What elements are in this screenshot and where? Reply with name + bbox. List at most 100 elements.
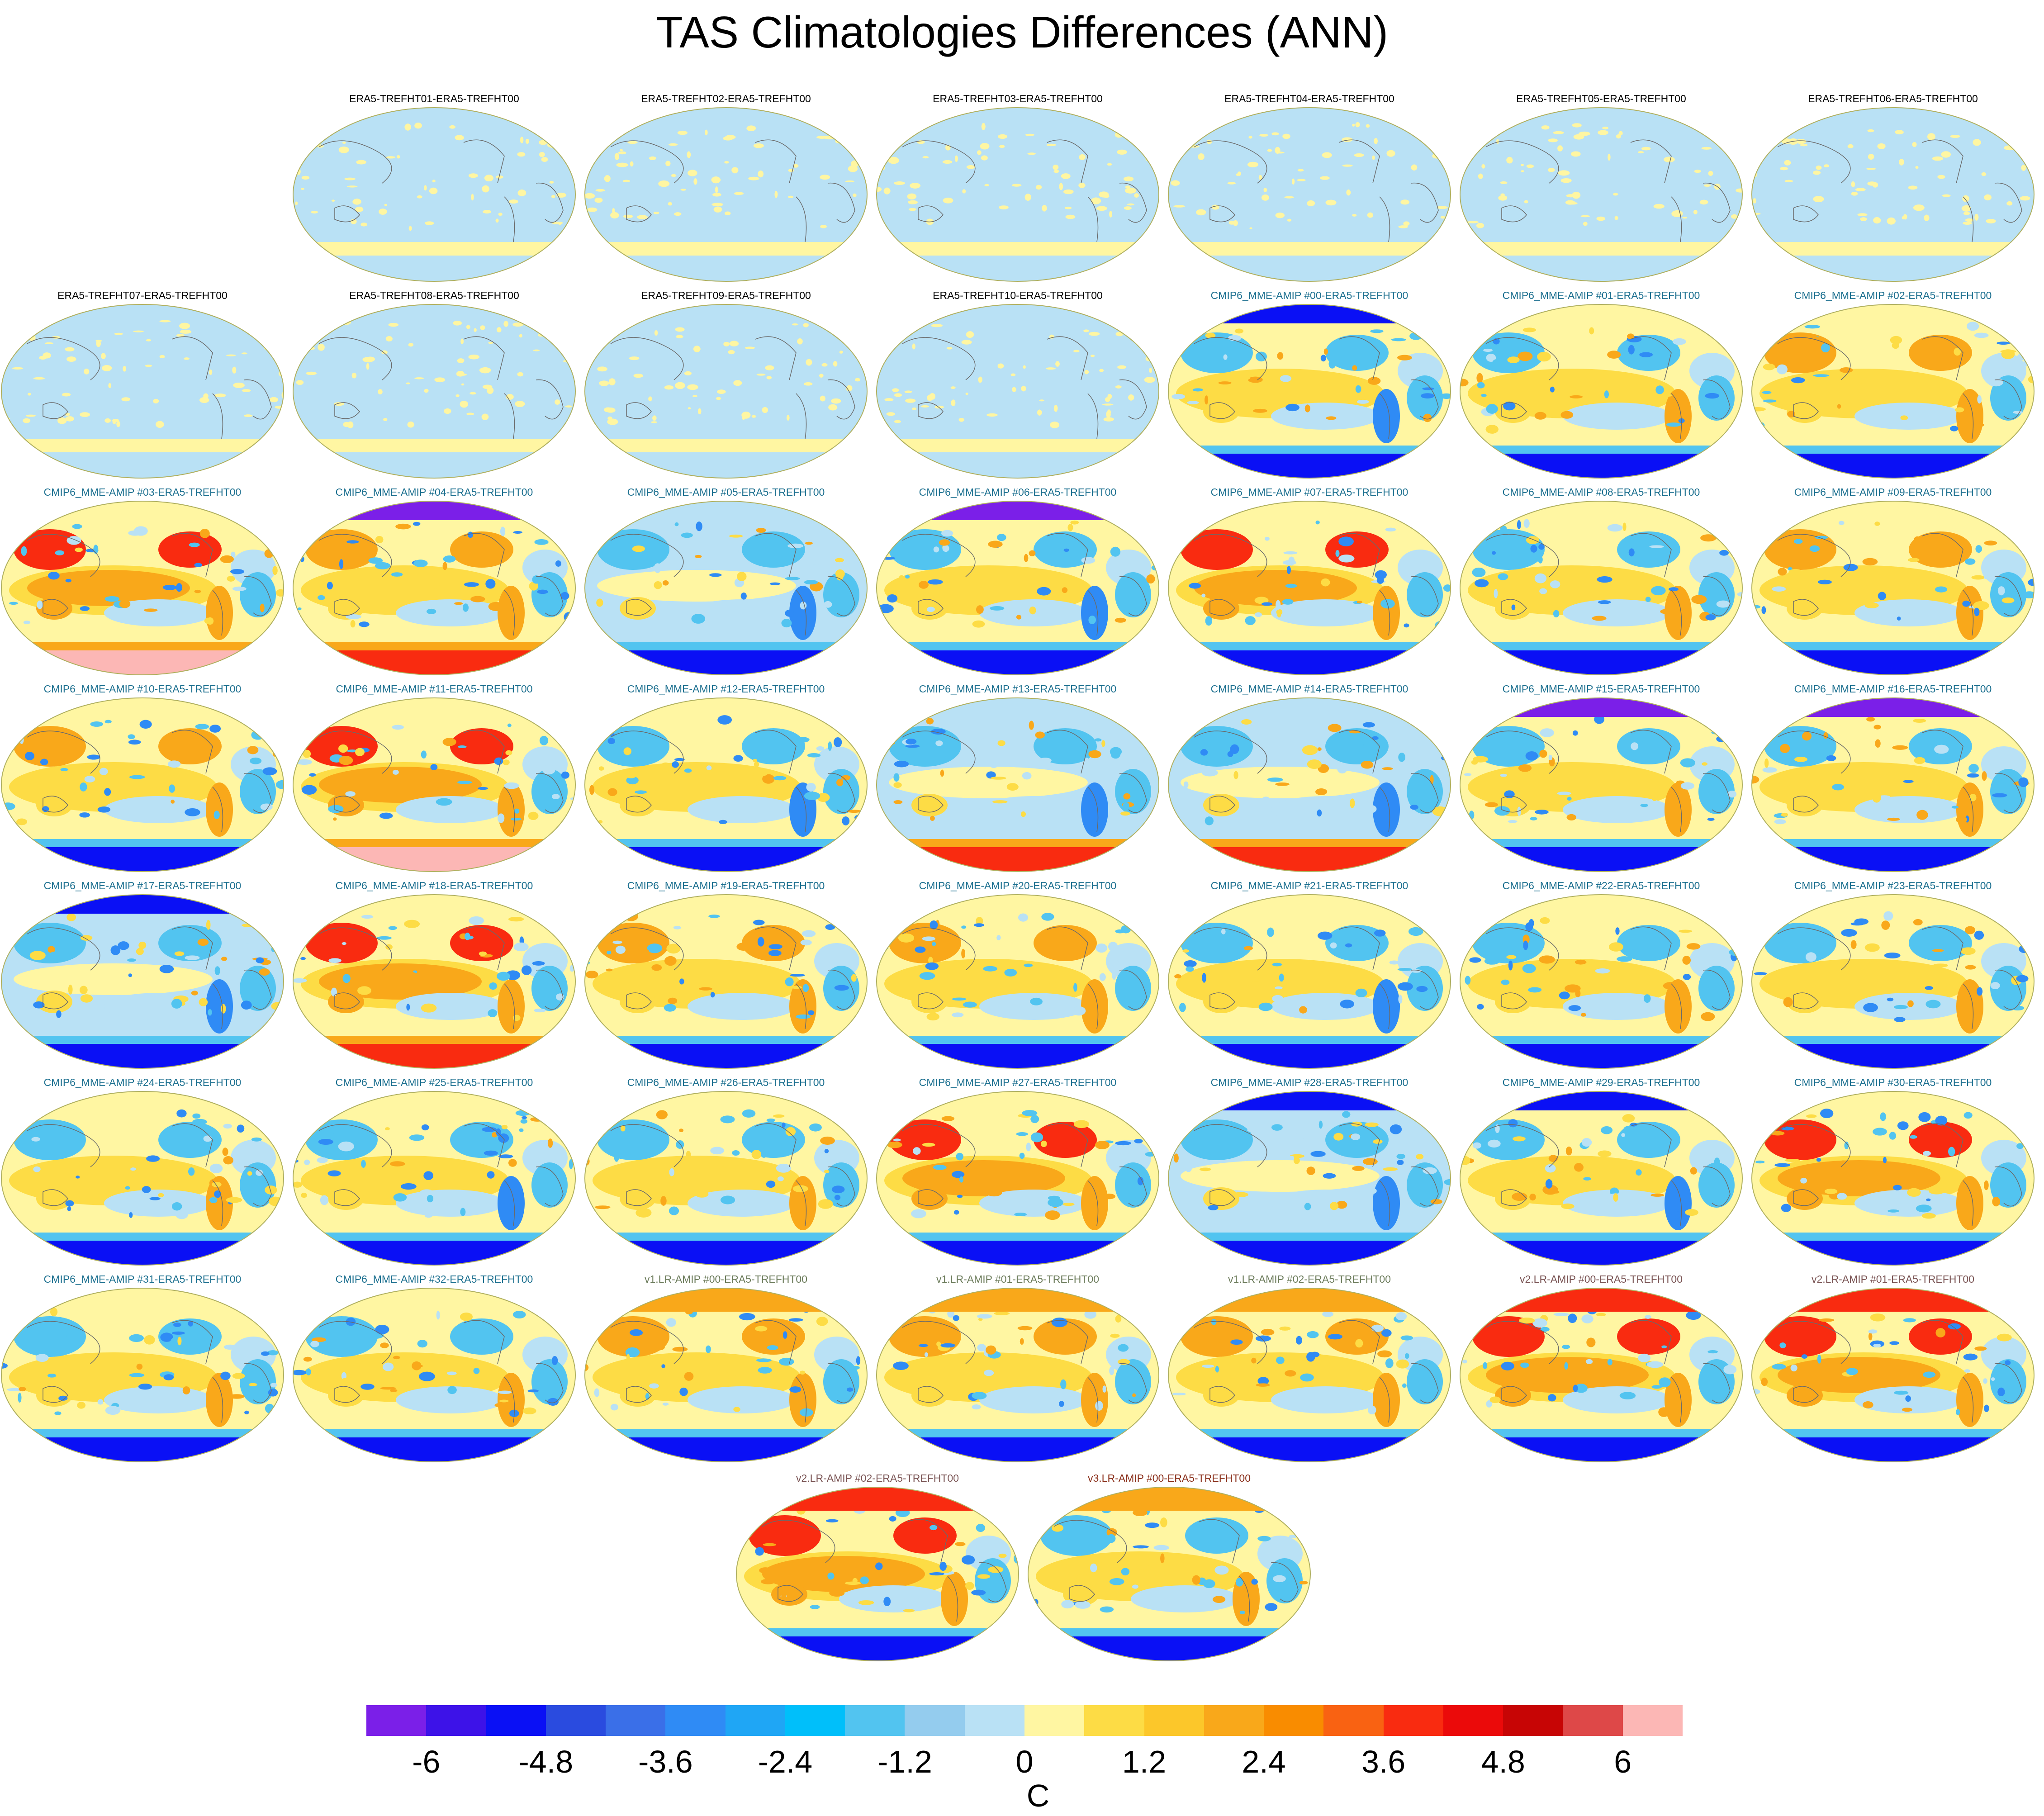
- anomaly-speckle: [1099, 973, 1106, 981]
- anomaly-speckle: [176, 583, 183, 592]
- africa-anomaly: [240, 572, 276, 617]
- anomaly-speckle: [1924, 214, 1930, 222]
- map-panel: CMIP6_MME-AMIP #01-ERA5-TREFHT00: [1459, 289, 1744, 479]
- anomaly-speckle: [1330, 600, 1347, 607]
- anomaly-speckle: [1975, 545, 1982, 553]
- anomaly-speckle: [256, 957, 264, 963]
- anomaly-speckle: [1230, 1339, 1243, 1345]
- anomaly-speckle: [1297, 179, 1306, 181]
- anomaly-speckle: [1285, 583, 1297, 588]
- anomaly-speckle: [1099, 369, 1104, 372]
- anomaly-speckle: [907, 193, 917, 200]
- coastlines: [902, 926, 1147, 1029]
- coastlines: [1777, 1123, 2022, 1226]
- anomaly-speckle: [57, 417, 67, 424]
- anomaly-speckle: [942, 160, 953, 164]
- arctic-anomaly: [877, 501, 1159, 520]
- anomaly-speckle: [1435, 1348, 1440, 1356]
- subtropical-cool-patch: [396, 796, 504, 823]
- anomaly-speckle: [558, 931, 566, 937]
- anomaly-speckle: [1197, 949, 1209, 956]
- anomaly-speckle: [185, 955, 200, 960]
- anomaly-speckle: [1404, 1347, 1412, 1354]
- colorbar-swatch: [665, 1705, 726, 1736]
- anomaly-speckle: [1961, 205, 1972, 212]
- africa-anomaly: [1407, 1359, 1443, 1404]
- anomaly-speckle: [1474, 579, 1489, 588]
- anomaly-speckle: [1404, 1353, 1409, 1359]
- anomaly-speckle: [1096, 944, 1108, 953]
- africa-anomaly: [1990, 769, 2026, 814]
- anomaly-speckle: [388, 926, 397, 930]
- panel-label: ERA5-TREFHT01-ERA5-TREFHT00: [349, 93, 519, 104]
- north-america-anomaly: [893, 1517, 957, 1554]
- anomaly-speckle: [203, 1135, 212, 1142]
- anomaly-speckle: [1435, 123, 1441, 127]
- anomaly-speckle: [1878, 592, 1887, 600]
- southern-ocean-band: [1752, 1036, 2034, 1044]
- anomaly-speckle: [595, 189, 605, 192]
- anomaly-speckle: [1736, 188, 1742, 193]
- panel-label: ERA5-TREFHT02-ERA5-TREFHT00: [641, 93, 811, 104]
- anomaly-speckle: [1029, 550, 1036, 556]
- anomaly-speckle: [1445, 330, 1451, 335]
- anomaly-speckle: [1397, 967, 1413, 971]
- anomaly-speckle: [809, 1123, 822, 1132]
- anomaly-speckle: [311, 210, 318, 214]
- anomaly-speckle: [1793, 545, 1807, 548]
- anomaly-speckle: [1519, 1318, 1535, 1324]
- anomaly-speckle: [1703, 184, 1711, 187]
- south-america-anomaly: [206, 1373, 233, 1427]
- anomaly-speckle: [1823, 164, 1830, 167]
- coastlines: [27, 1320, 272, 1423]
- map-panel: ERA5-TREFHT02-ERA5-TREFHT00: [583, 93, 868, 283]
- anomaly-speckle: [796, 1014, 811, 1019]
- australia-anomaly: [1787, 794, 1823, 816]
- arctic-anomaly: [877, 1288, 1159, 1312]
- southern-ocean-band: [1460, 1233, 1742, 1241]
- anomaly-speckle: [261, 1351, 270, 1356]
- coastlines: [1485, 336, 1731, 439]
- anomaly-speckle: [1152, 1404, 1159, 1409]
- anomaly-speckle: [1275, 782, 1290, 786]
- anomaly-speckle: [1060, 1379, 1067, 1389]
- anomaly-speckle: [1078, 183, 1086, 188]
- anomaly-speckle: [436, 798, 452, 806]
- anomaly-speckle: [1974, 1346, 1987, 1351]
- global-map: [1028, 1487, 1311, 1661]
- anomaly-speckle: [150, 787, 160, 791]
- anomaly-speckle: [1550, 580, 1560, 588]
- anomaly-speckle: [515, 401, 525, 407]
- anomaly-speckle: [1954, 348, 1961, 356]
- anomaly-speckle: [1995, 1343, 2008, 1350]
- anomaly-speckle: [1065, 214, 1076, 219]
- subtropical-cool-patch: [1271, 993, 1380, 1020]
- anomaly-speckle: [1639, 352, 1653, 357]
- anomaly-speckle: [1561, 1203, 1574, 1209]
- anomaly-speckle: [1601, 1126, 1613, 1134]
- anomaly-speckle: [658, 180, 670, 187]
- anomaly-speckle: [525, 138, 529, 144]
- anomaly-speckle: [247, 746, 259, 754]
- anomaly-speckle: [1638, 1353, 1651, 1362]
- anomaly-speckle: [620, 1125, 626, 1132]
- anomaly-speckle: [1517, 989, 1522, 993]
- anomaly-speckle: [1604, 390, 1609, 398]
- southern-ocean-band: [293, 242, 575, 256]
- anomaly-speckle: [1199, 1167, 1211, 1171]
- anomaly-speckle: [1899, 159, 1904, 166]
- coastlines: [610, 139, 855, 242]
- anomaly-speckle: [618, 151, 626, 155]
- anomaly-speckle: [208, 1009, 212, 1016]
- anomaly-speckle: [835, 558, 844, 563]
- anomaly-speckle: [649, 156, 656, 161]
- anomaly-speckle: [1732, 1313, 1737, 1323]
- arctic-anomaly: [1752, 1288, 2034, 1312]
- anomaly-speckle: [145, 1183, 156, 1186]
- anomaly-speckle: [1039, 399, 1044, 402]
- anomaly-speckle: [507, 723, 512, 727]
- map-border: [293, 894, 576, 1069]
- anomaly-speckle: [145, 365, 152, 367]
- anomaly-speckle: [1956, 816, 1968, 823]
- panel-label: CMIP6_MME-AMIP #24-ERA5-TREFHT00: [43, 1076, 242, 1088]
